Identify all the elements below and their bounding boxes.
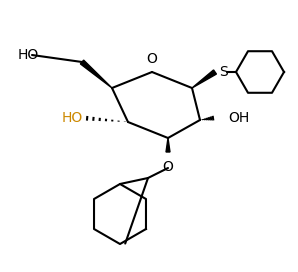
Polygon shape <box>166 138 170 152</box>
Text: OH: OH <box>228 111 249 125</box>
Text: HO: HO <box>18 48 39 62</box>
Polygon shape <box>80 60 112 88</box>
Text: S: S <box>219 65 228 79</box>
Text: O: O <box>147 52 157 66</box>
Text: O: O <box>163 160 173 174</box>
Polygon shape <box>192 70 216 88</box>
Text: HO: HO <box>62 111 83 125</box>
